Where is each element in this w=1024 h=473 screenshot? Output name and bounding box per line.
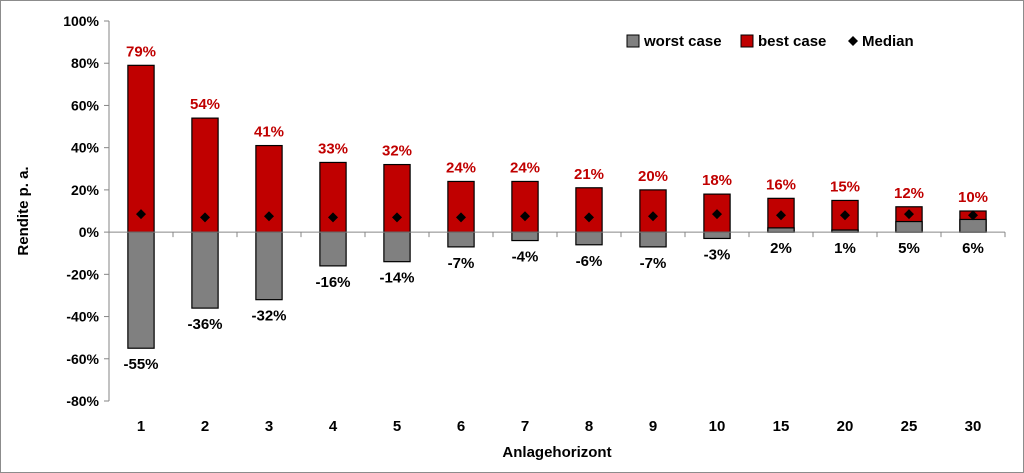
y-tick-label: 60% (71, 97, 100, 113)
legend-marker-median (848, 36, 858, 46)
median-marker (200, 212, 210, 223)
x-tick-label: 8 (585, 418, 593, 435)
x-tick-label: 30 (965, 418, 982, 435)
x-axis-title: Anlagehorizont (502, 444, 611, 461)
best-case-label: 12% (894, 185, 924, 202)
x-tick-label: 9 (649, 418, 657, 435)
bar-worst-case (255, 231, 283, 301)
x-tick-label: 1 (137, 418, 145, 435)
y-tick-label: -80% (66, 393, 99, 409)
worst-case-label: -55% (123, 356, 158, 373)
x-tick-label: 3 (265, 418, 273, 435)
y-tick-label: 20% (71, 182, 100, 198)
best-case-label: 16% (766, 176, 796, 193)
best-case-label: 21% (574, 166, 604, 183)
x-tick-label: 25 (901, 418, 918, 435)
worst-case-label: 6% (962, 240, 984, 257)
x-tick-label: 15 (773, 418, 790, 435)
best-case-label: 41% (254, 124, 284, 141)
y-tick-label: -20% (66, 266, 99, 282)
bar-best-case (831, 199, 859, 233)
y-axis-title: Rendite p. a. (15, 166, 32, 255)
bar-best-case (511, 180, 539, 233)
worst-case-label: 5% (898, 240, 920, 257)
best-case-label: 20% (638, 168, 668, 185)
worst-case-label: -3% (704, 246, 731, 263)
bar-worst-case (959, 218, 987, 233)
bar-worst-case (703, 231, 731, 240)
best-case-label: 33% (318, 140, 348, 157)
worst-case-label: -32% (251, 308, 286, 325)
x-tick-label: 7 (521, 418, 529, 435)
median-marker (328, 212, 338, 223)
median-marker (584, 212, 594, 223)
legend-label-median: Median (862, 33, 914, 50)
bar-best-case (767, 197, 795, 233)
worst-case-label: -14% (379, 270, 414, 287)
median-marker (520, 211, 530, 222)
x-tick-label: 20 (837, 418, 854, 435)
bar-best-case (575, 187, 603, 233)
x-tick-label: 5 (393, 418, 401, 435)
median-marker (392, 212, 402, 223)
y-tick-label: 100% (63, 13, 99, 29)
worst-case-label: -4% (512, 249, 539, 266)
bar-worst-case (319, 231, 347, 267)
best-case-label: 79% (126, 43, 156, 60)
bar-worst-case (767, 227, 795, 233)
y-tick-label: 80% (71, 55, 100, 71)
worst-case-label: -16% (315, 274, 350, 291)
legend-label-best-case: best case (758, 33, 826, 50)
x-tick-label: 2 (201, 418, 209, 435)
bar-best-case (639, 189, 667, 233)
bar-worst-case (639, 231, 667, 248)
best-case-label: 18% (702, 172, 732, 189)
best-case-label: 15% (830, 178, 860, 195)
median-marker (840, 210, 850, 221)
median-marker (648, 211, 658, 222)
y-tick-label: 0% (79, 224, 100, 240)
worst-case-label: 2% (770, 240, 792, 257)
legend-label-worst-case: worst case (643, 33, 722, 50)
median-marker (136, 209, 146, 220)
bar-worst-case (511, 231, 539, 242)
worst-case-label: -36% (187, 316, 222, 333)
bar-worst-case (127, 231, 155, 349)
median-marker (776, 210, 786, 221)
worst-case-label: 1% (834, 240, 856, 257)
worst-case-label: -7% (448, 255, 475, 272)
bar-best-case (127, 64, 155, 233)
best-case-label: 24% (510, 159, 540, 176)
median-marker (904, 209, 914, 220)
bar-worst-case (895, 220, 923, 233)
bar-worst-case (575, 231, 603, 246)
best-case-label: 54% (190, 96, 220, 113)
worst-case-label: -6% (576, 253, 603, 270)
median-marker (968, 210, 978, 221)
bar-worst-case (191, 231, 219, 309)
worst-case-label: -7% (640, 255, 667, 272)
legend-swatch-best-case (740, 34, 754, 48)
best-case-label: 10% (958, 189, 988, 206)
y-tick-label: 40% (71, 140, 100, 156)
best-case-label: 24% (446, 159, 476, 176)
median-marker (456, 212, 466, 223)
x-tick-label: 10 (709, 418, 726, 435)
bar-worst-case (383, 231, 411, 263)
best-case-label: 32% (382, 143, 412, 160)
bar-best-case (447, 180, 475, 233)
y-tick-label: -60% (66, 351, 99, 367)
x-tick-label: 6 (457, 418, 465, 435)
median-marker (264, 211, 274, 222)
median-marker (712, 209, 722, 220)
y-tick-label: -40% (66, 309, 99, 325)
legend-swatch-worst-case (626, 34, 640, 48)
x-tick-label: 4 (329, 418, 338, 435)
bar-worst-case (447, 231, 475, 248)
